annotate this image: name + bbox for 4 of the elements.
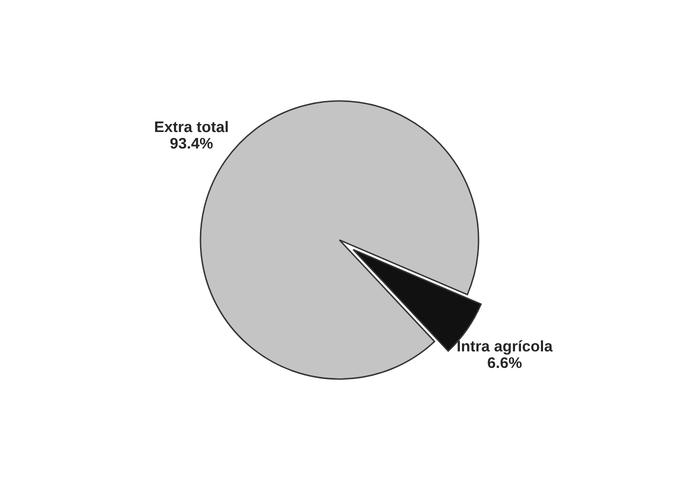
data-label: 93.4% — [170, 138, 213, 149]
slice-label: Intra agrícola — [458, 340, 553, 355]
slice-label: Extra total — [155, 120, 228, 132]
data-label: 6.6% — [488, 357, 522, 368]
